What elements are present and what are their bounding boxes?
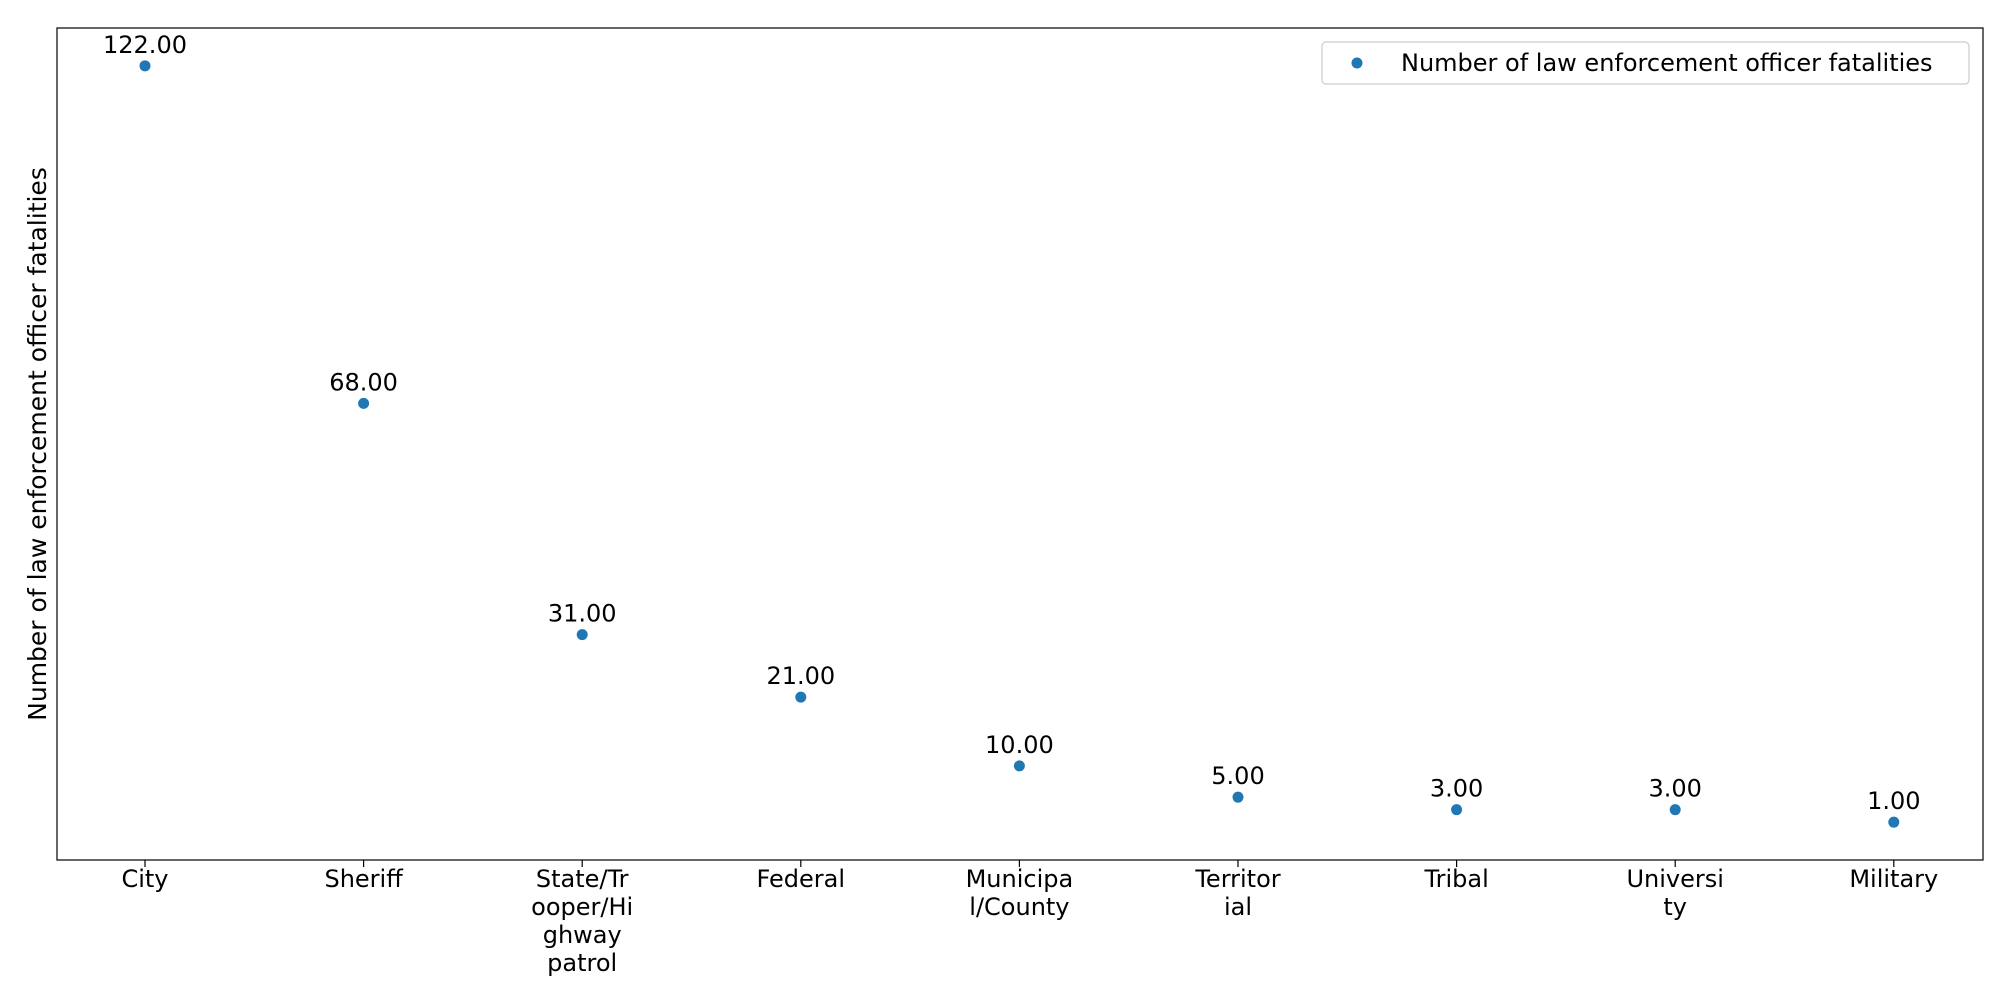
plot-area [56,27,1984,861]
data-points [139,60,1900,828]
data-label: 1.00 [1867,787,1920,815]
data-point [795,691,807,703]
x-tick-label: Federal [757,865,846,893]
data-label: 122.00 [103,31,187,59]
data-label: 10.00 [985,731,1054,759]
data-label: 5.00 [1211,762,1264,790]
x-tick-label: City [121,865,168,893]
legend-entry-label: Number of law enforcement officer fatali… [1401,49,1933,77]
data-label: 21.00 [766,662,835,690]
x-axis-ticks [144,860,1895,867]
x-tick-label: Universi ty [1626,865,1723,921]
x-axis-tick-labels: City Sheriff State/Tr ooper/Hi ghway patrol Fe… [121,865,1938,977]
data-point [576,629,588,641]
data-label: 3.00 [1648,775,1701,803]
y-axis-label: Number of law enforcement officer fatali… [23,167,52,721]
data-label: 3.00 [1430,775,1483,803]
x-tick-label: Military [1849,865,1938,893]
data-point [1451,804,1463,816]
x-tick-label: Municipa l/County [966,865,1074,921]
x-tick-label: Territor ial [1194,865,1280,921]
legend-marker [1351,57,1363,69]
data-point [358,397,370,409]
data-label: 31.00 [548,600,617,628]
data-labels: 122.00 68.00 31.00 21.00 10.00 5.00 3.00 3.00 1.… [103,31,1921,815]
data-point [1232,791,1244,803]
x-tick-label: State/Tr ooper/Hi ghway patrol [531,865,633,977]
data-point [1669,804,1681,816]
data-point [1013,760,1025,772]
x-tick-label: Tribal [1423,865,1488,893]
data-point [1888,816,1900,828]
legend-frame [1321,41,1970,85]
data-label: 68.00 [329,368,398,396]
x-tick-label: Sheriff [324,865,403,893]
data-point [139,60,151,72]
legend: Number of law enforcement officer fatali… [1321,41,1970,85]
